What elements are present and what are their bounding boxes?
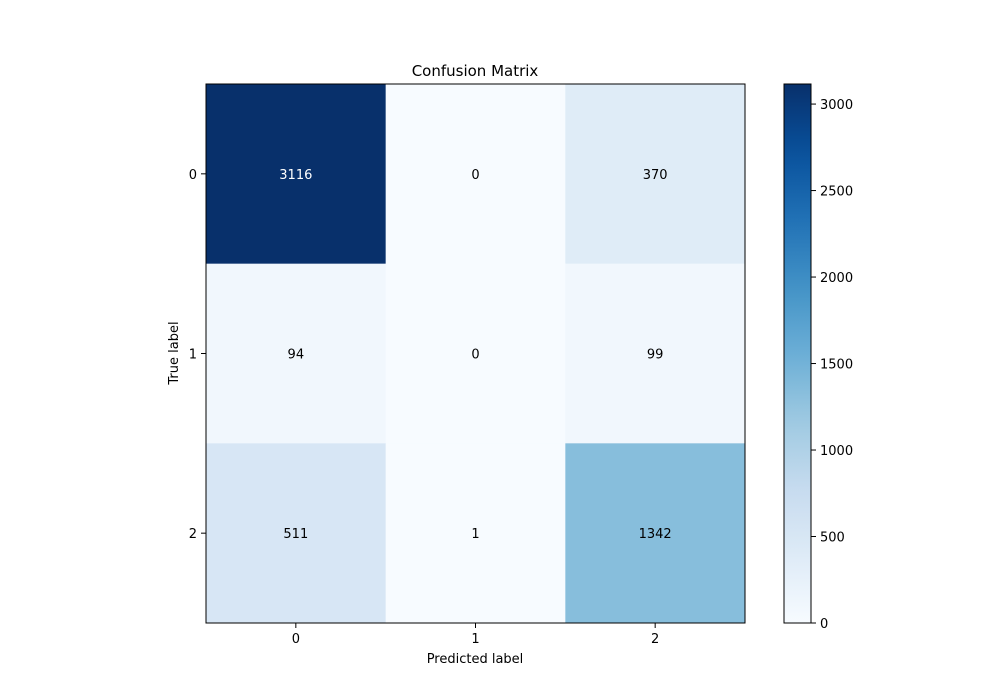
- x-tick-label: 1: [471, 632, 479, 647]
- colorbar-ticks: 0 500 1000 1500 2000 2500 3000: [811, 98, 853, 632]
- colorbar-tick-label: 1500: [820, 358, 853, 373]
- cell-value-label: 94: [288, 348, 305, 363]
- cell-value-label: 3116: [279, 168, 312, 183]
- cell-value-label: 1: [471, 527, 479, 542]
- cell-value-label: 0: [471, 348, 479, 363]
- colorbar-tick-label: 2000: [820, 271, 853, 286]
- heatmap-cell-1-2: [565, 263, 746, 444]
- heatmap-cell-0-1: [385, 84, 566, 265]
- y-axis-ticks: 0 1 2: [189, 168, 206, 542]
- y-tick-label: 0: [189, 168, 197, 183]
- heatmap-cell-2-0: [206, 443, 387, 624]
- heatmap-cell-2-2: [565, 443, 746, 624]
- heatmap-cell-0-2: [565, 84, 746, 265]
- heatmap-cell-labels: 3116 0 370 94 0 99 511 1 1342: [279, 168, 671, 542]
- heatmap-cell-2-1: [385, 443, 566, 624]
- heatmap-cells: [206, 84, 746, 624]
- colorbar: [783, 83, 812, 624]
- cell-value-label: 370: [643, 168, 668, 183]
- colorbar-tick-label: 3000: [820, 98, 853, 113]
- colorbar-tick-label: 500: [820, 531, 845, 546]
- cell-value-label: 511: [283, 527, 308, 542]
- colorbar-tick-label: 2500: [820, 185, 853, 200]
- cell-value-label: 99: [647, 348, 664, 363]
- cell-value-label: 0: [471, 168, 479, 183]
- heatmap-cell-1-1: [385, 263, 566, 444]
- chart-title: Confusion Matrix: [412, 62, 539, 80]
- y-axis-label: True label: [167, 321, 182, 385]
- cell-value-label: 1342: [639, 527, 672, 542]
- colorbar-tick-label: 0: [820, 617, 828, 632]
- y-tick-label: 2: [189, 527, 197, 542]
- y-tick-label: 1: [189, 348, 197, 363]
- x-tick-label: 0: [292, 632, 300, 647]
- x-tick-label: 2: [651, 632, 659, 647]
- x-axis-label: Predicted label: [427, 652, 524, 667]
- heatmap-cell-1-0: [206, 263, 387, 444]
- colorbar-tick-label: 1000: [820, 444, 853, 459]
- heatmap-cell-0-0: [206, 84, 387, 265]
- x-axis-ticks: 0 1 2: [292, 623, 659, 647]
